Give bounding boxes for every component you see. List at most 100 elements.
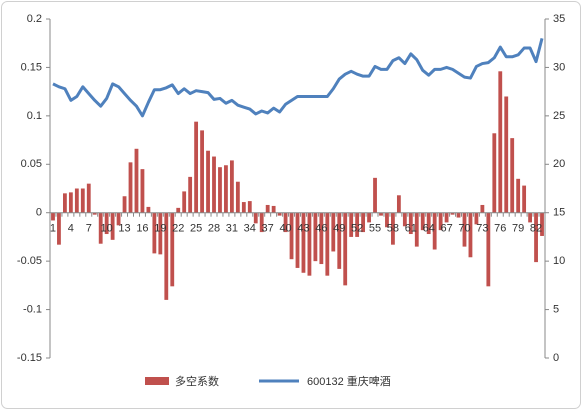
bar: [373, 177, 377, 213]
bar: [200, 130, 204, 213]
x-tick-label: 61: [405, 223, 417, 235]
bar: [402, 212, 407, 227]
bar: [414, 212, 419, 247]
x-tick-label: 7: [86, 223, 92, 235]
bar: [540, 212, 544, 236]
x-tick-label: 16: [136, 223, 148, 235]
bar: [528, 212, 532, 223]
x-tick-label: 19: [154, 223, 166, 235]
bar: [343, 212, 348, 286]
bar: [504, 96, 509, 213]
x-tick-label: 46: [315, 223, 327, 235]
bar: [140, 169, 145, 213]
legend-label: 多空系数: [175, 374, 219, 388]
bar: [110, 212, 115, 240]
bar: [206, 150, 210, 213]
bar: [319, 212, 324, 265]
x-tick-label: 37: [262, 223, 274, 235]
bar: [510, 138, 515, 213]
y2-tick-label: 30: [553, 61, 565, 73]
y-tick-label: -0.15: [17, 352, 42, 364]
y2-tick-label: 20: [553, 158, 565, 170]
bar: [492, 133, 497, 213]
bar: [277, 212, 282, 216]
bar: [182, 191, 187, 213]
bar: [146, 206, 151, 213]
y-tick-label: 0.05: [21, 158, 42, 170]
bar: [307, 212, 312, 276]
y-tick-label: 0.2: [27, 13, 42, 25]
bar: [86, 183, 91, 213]
bar: [51, 212, 55, 221]
bar: [98, 212, 103, 244]
y2-tick-label: 10: [553, 255, 565, 267]
bar: [468, 212, 473, 258]
bar: [188, 176, 193, 213]
bar: [426, 212, 431, 235]
bar: [385, 212, 389, 228]
x-tick-label: 76: [494, 223, 506, 235]
bar: [408, 212, 413, 235]
bar: [92, 212, 97, 215]
x-tick-label: 28: [208, 223, 220, 235]
bar: [391, 212, 395, 245]
bar: [265, 204, 270, 213]
bar: [301, 212, 306, 273]
y2-tick-label: 15: [553, 207, 565, 219]
x-tick-label: 55: [369, 223, 381, 235]
bar: [420, 212, 425, 231]
x-tick-label: 13: [118, 223, 130, 235]
x-tick-label: 34: [244, 223, 256, 235]
bar: [74, 188, 79, 213]
y2-tick-label: 0: [553, 352, 559, 364]
bar: [444, 212, 449, 223]
x-tick-label: 67: [440, 223, 452, 235]
bar: [80, 188, 85, 213]
bar: [396, 195, 401, 213]
x-tick-label: 4: [68, 223, 74, 235]
bar: [194, 121, 199, 213]
bar: [57, 212, 61, 245]
bar: [355, 212, 360, 237]
y-tick-label: -0.1: [23, 303, 42, 315]
bar: [331, 212, 336, 252]
bar: [134, 148, 139, 213]
bar: [68, 192, 73, 213]
bar: [480, 204, 485, 213]
bar: [247, 201, 252, 213]
bar: [212, 156, 216, 213]
legend-swatch: [145, 377, 169, 385]
bar: [259, 212, 264, 233]
bar: [128, 162, 133, 213]
x-tick-label: 1: [50, 223, 56, 235]
y2-tick-label: 5: [553, 303, 559, 315]
x-tick-label: 82: [530, 223, 542, 235]
bar: [241, 202, 246, 213]
x-tick-label: 73: [476, 223, 488, 235]
bar: [158, 212, 163, 255]
bar: [271, 205, 276, 213]
y-tick-label: -0.05: [17, 255, 42, 267]
bar: [63, 193, 67, 213]
bar: [349, 212, 354, 237]
bar: [164, 212, 169, 300]
y2-tick-label: 35: [553, 13, 565, 25]
bar: [516, 178, 521, 213]
x-tick-label: 79: [512, 223, 524, 235]
bar: [253, 212, 258, 224]
x-tick-label: 10: [101, 223, 113, 235]
bar: [498, 71, 503, 213]
bar: [325, 212, 330, 276]
y2-tick-label: 25: [553, 110, 565, 122]
bar: [224, 165, 228, 213]
bar: [229, 160, 234, 213]
bar: [313, 212, 318, 262]
line: [52, 37, 544, 118]
x-tick-label: 70: [458, 223, 470, 235]
x-tick-label: 58: [387, 223, 399, 235]
bar: [432, 212, 437, 250]
bar: [283, 212, 288, 233]
bar: [367, 212, 371, 223]
